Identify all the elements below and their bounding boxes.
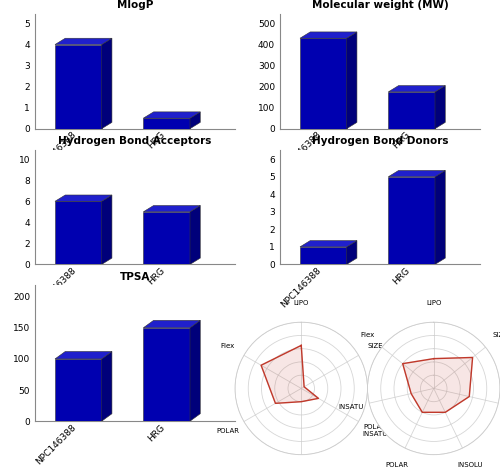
Polygon shape	[346, 241, 357, 264]
Polygon shape	[55, 38, 112, 44]
Polygon shape	[300, 32, 357, 38]
Polygon shape	[261, 345, 318, 403]
Polygon shape	[300, 38, 346, 129]
Polygon shape	[435, 86, 446, 129]
Polygon shape	[346, 32, 357, 129]
Title: MlogP: MlogP	[117, 0, 153, 10]
Polygon shape	[435, 170, 446, 264]
Title: TPSA: TPSA	[120, 272, 150, 282]
Polygon shape	[300, 241, 357, 247]
Title: Molecular weight (MW): Molecular weight (MW)	[312, 0, 448, 10]
Title: Hydrogen Bond Acceptors: Hydrogen Bond Acceptors	[58, 136, 212, 146]
Polygon shape	[144, 205, 201, 212]
Polygon shape	[144, 320, 201, 328]
Polygon shape	[102, 38, 112, 129]
Polygon shape	[102, 351, 112, 421]
Polygon shape	[388, 170, 446, 177]
Polygon shape	[402, 358, 472, 412]
Polygon shape	[144, 118, 190, 129]
Polygon shape	[388, 177, 435, 264]
Polygon shape	[55, 359, 102, 421]
Polygon shape	[144, 212, 190, 264]
Polygon shape	[144, 112, 201, 118]
Polygon shape	[190, 205, 200, 264]
Polygon shape	[388, 92, 435, 129]
Title: Hydrogen Bond Donors: Hydrogen Bond Donors	[312, 136, 448, 146]
Polygon shape	[55, 351, 112, 359]
Polygon shape	[55, 44, 102, 129]
Polygon shape	[55, 195, 112, 201]
Polygon shape	[102, 195, 112, 264]
Polygon shape	[55, 201, 102, 264]
Polygon shape	[190, 320, 200, 421]
Polygon shape	[190, 112, 200, 129]
Polygon shape	[300, 247, 346, 264]
Polygon shape	[144, 328, 190, 421]
Polygon shape	[388, 86, 446, 92]
